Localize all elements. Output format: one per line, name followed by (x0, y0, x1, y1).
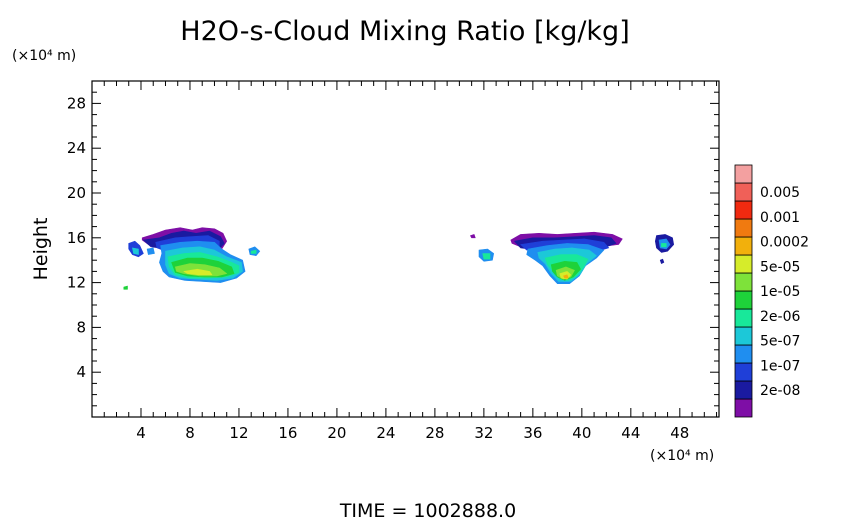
y-tick-label: 8 (76, 318, 86, 336)
chart-title: H2O-s-Cloud Mixing Ratio [kg/kg] (180, 16, 629, 47)
colorbar-label: 5e-07 (760, 334, 800, 350)
colorbar-label: 5e-05 (760, 259, 800, 275)
cloud-field (123, 227, 674, 290)
x-unit-label: (×10⁴ m) (650, 448, 714, 464)
colorbar-label: 0.001 (760, 210, 800, 226)
x-tick-label: 12 (229, 424, 248, 442)
x-tick-label: 36 (523, 424, 542, 442)
colorbar-swatch (734, 326, 753, 346)
colorbar-swatch (734, 308, 753, 328)
colorbar-swatch (734, 200, 753, 220)
colorbar-label: 0.005 (760, 185, 800, 201)
cloud-contour (132, 247, 139, 255)
cloud-contour (482, 253, 491, 260)
y-axis: 4 8 12 16 20 24 28 (67, 91, 719, 407)
colorbar-label: 0.0002 (760, 235, 809, 251)
x-tick-label: 16 (278, 424, 297, 442)
colorbar-swatch (734, 344, 753, 364)
y-tick-label: 16 (67, 229, 86, 247)
y-axis-label: Height (30, 218, 52, 281)
colorbar-swatch (734, 164, 753, 184)
x-tick-label: 40 (572, 424, 591, 442)
colorbar-label: 2e-08 (760, 383, 800, 399)
colorbar-swatch (734, 290, 753, 310)
x-tick-label: 8 (185, 424, 195, 442)
x-tick-label: 20 (327, 424, 346, 442)
y-tick-label: 4 (76, 363, 86, 381)
colorbar-label: 1e-05 (760, 284, 800, 300)
colorbar-swatch (734, 182, 753, 202)
y-tick-label: 12 (67, 274, 86, 292)
x-tick-label: 24 (376, 424, 395, 442)
cloud-contour (146, 247, 155, 255)
colorbar-swatch (734, 362, 753, 382)
y-tick-label: 20 (67, 184, 86, 202)
x-tick-label: 4 (136, 424, 146, 442)
cloud-contour (250, 249, 257, 254)
y-tick-label: 24 (67, 139, 86, 157)
x-tick-label: 44 (621, 424, 640, 442)
y-unit-label: (×10⁴ m) (12, 48, 76, 64)
colorbar-swatch (734, 236, 753, 256)
cloud-contour (183, 268, 213, 276)
colorbar-swatch (734, 398, 753, 418)
colorbar: 0.005 0.001 0.0002 5e-05 1e-05 2e-06 5e-07 1e-0… (734, 164, 809, 418)
colorbar-swatch (734, 380, 753, 400)
colorbar-swatch (734, 254, 753, 274)
x-tick-label: 48 (670, 424, 689, 442)
time-footer: TIME = 1002888.0 (339, 500, 516, 519)
colorbar-label: 1e-07 (760, 358, 800, 374)
x-axis: 4 8 12 16 20 24 28 32 36 40 44 48 (103, 81, 718, 442)
colorbar-swatch (734, 272, 753, 292)
x-tick-label: 32 (474, 424, 493, 442)
colorbar-label: 2e-06 (760, 309, 800, 325)
colorbar-swatch (734, 218, 753, 238)
cloud-contour (470, 234, 476, 239)
cloud-contour (661, 243, 667, 248)
cloud-contour (123, 285, 128, 290)
cloud-contour (659, 258, 665, 264)
y-tick-label: 28 (67, 94, 86, 112)
x-tick-label: 28 (425, 424, 444, 442)
cloud-contour (563, 274, 569, 279)
